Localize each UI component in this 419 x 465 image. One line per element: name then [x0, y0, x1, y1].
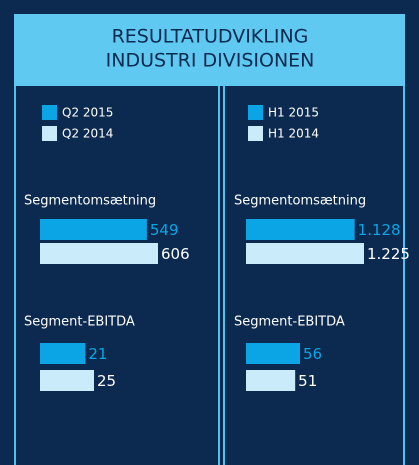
- legend-label: H1 2015: [268, 106, 319, 120]
- bar: [246, 243, 364, 264]
- value-label: 51: [298, 372, 317, 390]
- legend-swatch: [42, 126, 57, 141]
- bar: [40, 343, 86, 364]
- bar: [40, 243, 158, 264]
- legend-swatch: [248, 126, 263, 141]
- group-label: Segment-EBITDA: [234, 315, 345, 330]
- value-label: 549: [150, 221, 179, 239]
- title-line: RESULTATUDVIKLING: [112, 26, 309, 48]
- header-box: [14, 14, 405, 86]
- bar: [246, 219, 355, 240]
- title-line: INDUSTRI DIVISIONEN: [106, 50, 315, 72]
- value-label: 25: [97, 372, 116, 390]
- group-label: Segmentomsætning: [24, 194, 156, 209]
- value-label: 606: [161, 245, 190, 263]
- bar: [246, 343, 300, 364]
- bar: [40, 370, 94, 391]
- value-label: 1.128: [358, 221, 401, 239]
- value-label: 56: [303, 345, 322, 363]
- value-label: 1.225: [367, 245, 410, 263]
- group-label: Segment-EBITDA: [24, 315, 135, 330]
- legend-label: Q2 2015: [62, 106, 113, 120]
- bar: [246, 370, 296, 391]
- legend-swatch: [248, 105, 263, 120]
- legend-label: H1 2014: [268, 127, 319, 141]
- value-label: 21: [88, 345, 107, 363]
- group-label: Segmentomsætning: [234, 194, 366, 209]
- legend-swatch: [42, 105, 57, 120]
- legend-label: Q2 2014: [62, 127, 113, 141]
- bar: [40, 219, 147, 240]
